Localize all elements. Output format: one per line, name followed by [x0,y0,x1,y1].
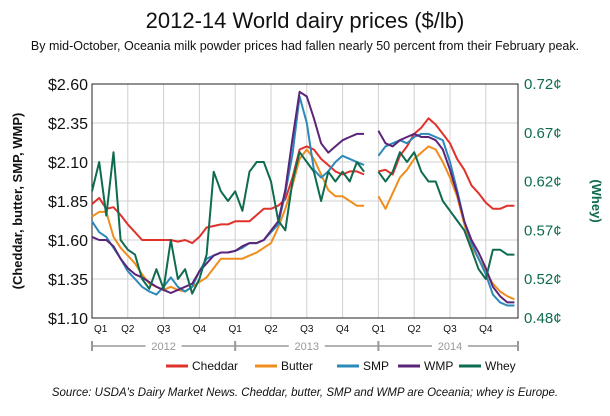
series-line-butter [91,148,365,293]
y-right-tick-label: 0.67¢ [524,125,562,142]
legend-label-butter: Butter [281,359,313,373]
year-label: 2013 [295,341,319,353]
y-left-tick-label: $1.85 [48,194,88,211]
chart-title: 2012-14 World dairy prices ($/lb) [145,8,465,33]
x-quarter-label: Q1 [94,324,108,335]
series-line-whey [91,151,365,295]
y-left-tick-label: $1.10 [48,311,88,328]
year-label-bg [145,339,182,353]
x-quarter-label: Q4 [336,324,350,335]
legend-label-whey: Whey [485,359,516,373]
chart-source-note: Source: USDA's Dairy Market News. Chedda… [51,387,559,399]
series-line-cheddar [378,117,515,210]
year-label-bg [288,339,325,353]
year-label-bg [431,339,468,353]
x-quarter-label: Q4 [479,324,493,335]
x-quarter-label: Q2 [121,324,135,335]
y-right-tick-label: 0.52¢ [524,271,562,288]
y-left-axis-title: (Cheddar, butter, SMP, WMP) [10,113,25,290]
x-quarter-label: Q2 [408,324,422,335]
y-right-tick-label: 0.57¢ [524,222,562,239]
series-line-wmp [91,90,365,294]
legend-label-cheddar: Cheddar [192,359,238,373]
legend-label-wmp: WMP [424,359,453,373]
y-right-tick-label: 0.62¢ [524,174,562,191]
y-right-axis-title: (Whey) [589,179,604,222]
y-left-tick-label: $2.60 [48,77,88,94]
plot-frame [91,83,519,319]
year-label: 2012 [151,341,175,353]
legend-label-smp: SMP [363,359,389,373]
y-left-tick-label: $1.60 [48,233,88,250]
x-quarter-label: Q4 [193,324,207,335]
x-quarter-label: Q3 [443,324,457,335]
x-quarter-label: Q1 [229,324,243,335]
x-quarter-label: Q2 [264,324,278,335]
series-line-butter [377,145,515,301]
y-right-tick-label: 0.48¢ [524,310,562,327]
chart-subtitle: By mid-October, Oceania milk powder pric… [30,39,580,53]
y-left-tick-label: $2.10 [48,155,88,172]
series-line-cheddar [91,145,365,245]
series-line-whey [377,151,515,280]
x-quarter-label: Q3 [157,324,171,335]
y-right-tick-label: 0.72¢ [524,76,562,93]
series-line-wmp [377,130,515,304]
x-quarter-label: Q1 [372,324,386,335]
y-left-tick-label: $2.35 [48,116,88,133]
year-label: 2014 [438,341,462,353]
x-quarter-label: Q3 [300,324,314,335]
y-left-tick-label: $1.35 [48,272,88,289]
